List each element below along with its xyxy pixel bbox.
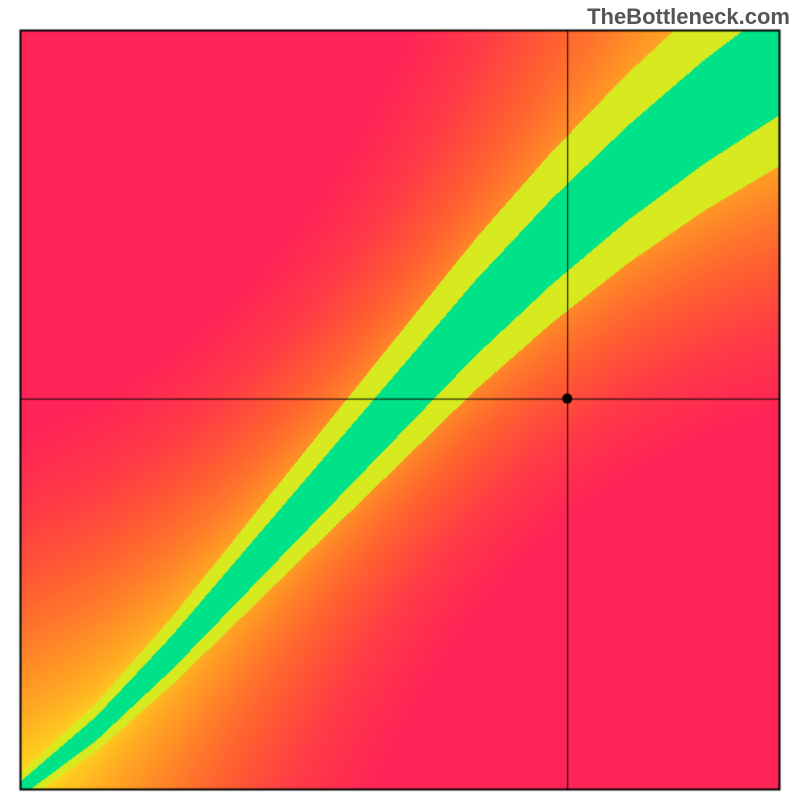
bottleneck-heatmap	[0, 0, 800, 800]
watermark-text: TheBottleneck.com	[587, 4, 790, 30]
chart-container: TheBottleneck.com	[0, 0, 800, 800]
